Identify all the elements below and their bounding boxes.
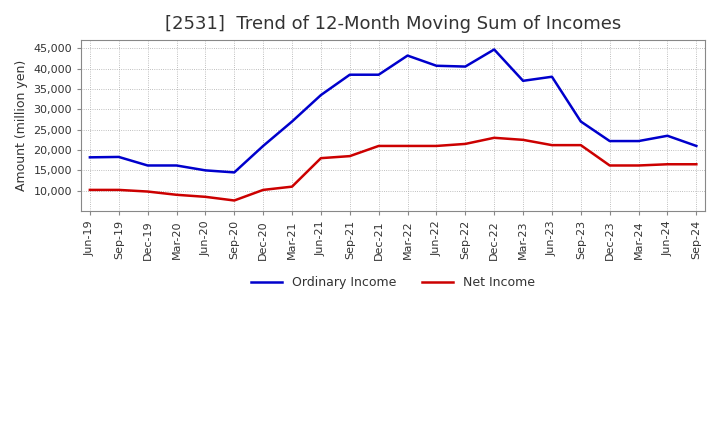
- Net Income: [374, 143, 383, 149]
- Net Income: [143, 189, 152, 194]
- Ordinary Income: [634, 139, 643, 144]
- Net Income: [432, 143, 441, 149]
- Line: Ordinary Income: Ordinary Income: [90, 49, 696, 172]
- Net Income: [518, 137, 527, 143]
- Net Income: [114, 187, 123, 193]
- Ordinary Income: [230, 170, 238, 175]
- Legend: Ordinary Income, Net Income: Ordinary Income, Net Income: [246, 271, 540, 294]
- Net Income: [403, 143, 412, 149]
- Ordinary Income: [317, 92, 325, 98]
- Ordinary Income: [172, 163, 181, 168]
- Net Income: [258, 187, 267, 193]
- Ordinary Income: [461, 64, 469, 69]
- Ordinary Income: [577, 119, 585, 124]
- Net Income: [692, 161, 701, 167]
- Net Income: [201, 194, 210, 199]
- Net Income: [317, 155, 325, 161]
- Ordinary Income: [374, 72, 383, 77]
- Ordinary Income: [606, 139, 614, 144]
- Line: Net Income: Net Income: [90, 138, 696, 201]
- Ordinary Income: [692, 143, 701, 149]
- Ordinary Income: [548, 74, 557, 79]
- Ordinary Income: [346, 72, 354, 77]
- Net Income: [86, 187, 94, 193]
- Ordinary Income: [403, 53, 412, 58]
- Ordinary Income: [201, 168, 210, 173]
- Title: [2531]  Trend of 12-Month Moving Sum of Incomes: [2531] Trend of 12-Month Moving Sum of I…: [165, 15, 621, 33]
- Ordinary Income: [114, 154, 123, 160]
- Net Income: [634, 163, 643, 168]
- Net Income: [346, 154, 354, 159]
- Ordinary Income: [86, 155, 94, 160]
- Y-axis label: Amount (million yen): Amount (million yen): [15, 60, 28, 191]
- Net Income: [490, 135, 498, 140]
- Net Income: [663, 161, 672, 167]
- Ordinary Income: [258, 143, 267, 149]
- Ordinary Income: [432, 63, 441, 68]
- Net Income: [606, 163, 614, 168]
- Ordinary Income: [288, 119, 297, 124]
- Ordinary Income: [518, 78, 527, 84]
- Ordinary Income: [663, 133, 672, 139]
- Net Income: [172, 192, 181, 198]
- Net Income: [230, 198, 238, 203]
- Net Income: [577, 143, 585, 148]
- Net Income: [288, 184, 297, 189]
- Net Income: [461, 141, 469, 147]
- Ordinary Income: [143, 163, 152, 168]
- Ordinary Income: [490, 47, 498, 52]
- Net Income: [548, 143, 557, 148]
